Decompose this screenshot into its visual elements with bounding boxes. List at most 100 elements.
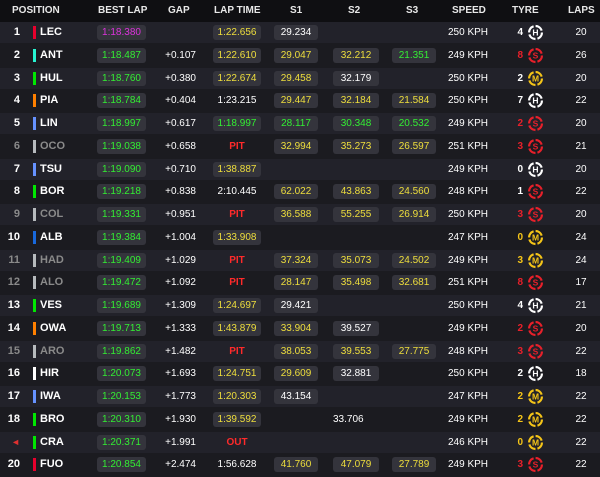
- team-color-bar: [33, 139, 36, 153]
- table-row[interactable]: 3 HUL 1:18.760 +0.380 1:22.674 29.458 32.179 25…: [0, 67, 600, 89]
- lap-time-cell: 1:22.610: [213, 47, 261, 63]
- table-row[interactable]: 6 OCO 1:19.038 +0.658 PIT 32.994 35.273 26.597 2…: [0, 135, 600, 157]
- medium-tyre-icon: M: [527, 411, 544, 427]
- lap-time-cell: PIT: [229, 345, 245, 357]
- driver-code: HAD: [40, 253, 64, 266]
- table-row[interactable]: 20 FUO 1:20.854 +2.474 1:56.628 41.760 47.079 2…: [0, 454, 600, 476]
- speed-cell: 250 KPH: [448, 27, 489, 38]
- sector-2-cell: 35.273: [333, 138, 379, 154]
- table-row[interactable]: 7 TSU 1:19.090 +0.710 1:38.887 249 KPH 0 H 20: [0, 158, 600, 180]
- soft-tyre-icon: S: [527, 275, 544, 291]
- position-cell: 5: [13, 117, 20, 129]
- team-color-bar: [33, 26, 36, 39]
- svg-text:M: M: [532, 73, 539, 83]
- table-row[interactable]: 5 LIN 1:18.997 +0.617 1:18.997 28.117 30.348 20…: [0, 113, 600, 134]
- soft-tyre-icon: S: [527, 320, 544, 336]
- hard-tyre-icon: H: [527, 297, 544, 314]
- table-row[interactable]: 15 ARO 1:19.862 +1.482 PIT 38.053 39.553 27.775…: [0, 340, 600, 362]
- team-color-bar: [33, 162, 36, 176]
- speed-cell: 249 KPH: [448, 322, 489, 334]
- header-speed: SPEED: [452, 5, 486, 16]
- table-row[interactable]: 16 HIR 1:20.073 +1.693 1:24.751 29.609 32.881 2…: [0, 363, 600, 385]
- laps-cell: 20: [575, 27, 587, 38]
- gap-cell: +0.710: [165, 163, 196, 175]
- table-row[interactable]: 1 LEC 1:18.380 1:22.656 29.234 250 KPH 4 H 20: [0, 22, 600, 43]
- team-color-bar: [33, 185, 36, 199]
- sector-3-cell: [392, 389, 436, 404]
- sector-3-cell: [392, 71, 436, 86]
- table-row[interactable]: 14 OWA 1:19.713 +1.333 1:43.879 33.904 39.527 2…: [0, 317, 600, 339]
- driver-code: CRA: [40, 435, 64, 448]
- tyre-age: 2: [517, 322, 523, 334]
- table-row[interactable]: 8 BOR 1:19.218 +0.838 2:10.445 62.022 43.863 24…: [0, 181, 600, 203]
- svg-text:S: S: [533, 278, 539, 288]
- driver-code: HUL: [40, 71, 63, 84]
- best-lap-cell: 1:18.997: [97, 116, 146, 131]
- best-lap-cell: 1:19.409: [97, 252, 146, 268]
- table-row[interactable]: 2 ANT 1:18.487 +0.107 1:22.610 29.047 32.212 21…: [0, 44, 600, 66]
- table-row[interactable]: 9 COL 1:19.331 +0.951 PIT 36.588 55.255 26.914 2…: [0, 204, 600, 225]
- table-row[interactable]: 17 IWA 1:20.153 +1.773 1:20.303 43.154 247 KPH…: [0, 386, 600, 407]
- lap-time-cell: 1:24.697: [213, 298, 261, 313]
- table-row[interactable]: 4 PIA 1:18.784 +0.404 1:23.215 29.447 32.184 21…: [0, 90, 600, 112]
- table-row[interactable]: 12 ALO 1:19.472 +1.092 PIT 28.147 35.498 32.681…: [0, 272, 600, 294]
- soft-tyre-icon: S: [527, 457, 544, 473]
- lap-time-cell: 1:20.303: [213, 389, 261, 404]
- table-row[interactable]: 10 ALB 1:19.384 +1.004 1:33.908 247 KPH 0 M 24: [0, 226, 600, 248]
- lap-time-cell: PIT: [229, 140, 245, 152]
- team-color-bar: [33, 230, 36, 244]
- best-lap-cell: 1:18.784: [97, 93, 146, 109]
- tyre-age: 2: [517, 391, 523, 402]
- sector-3-cell: 24.502: [392, 252, 436, 268]
- speed-cell: 250 KPH: [448, 368, 489, 380]
- position-cell: 7: [13, 162, 20, 175]
- sector-1-cell: 33.904: [274, 320, 318, 336]
- lap-time-cell: 1:18.997: [213, 116, 261, 131]
- sector-2-cell: [333, 298, 379, 313]
- sector-1-cell: 43.154: [274, 389, 318, 404]
- table-row[interactable]: 11 HAD 1:19.409 +1.029 PIT 37.324 35.073 24.502…: [0, 249, 600, 271]
- table-row[interactable]: ◄ CRA 1:20.371 +1.991 OUT 246 KPH 0 M 22: [0, 431, 600, 453]
- position-cell: 15: [7, 344, 20, 357]
- gap-cell: +1.333: [165, 322, 196, 334]
- speed-cell: 250 KPH: [448, 209, 489, 220]
- sector-2-cell: 35.498: [333, 275, 379, 291]
- best-lap-cell: 1:19.090: [97, 161, 146, 177]
- table-row[interactable]: 13 VES 1:19.689 +1.309 1:24.697 29.421 250 KPH…: [0, 295, 600, 316]
- sector-2-cell: [333, 435, 379, 450]
- driver-code: BRO: [40, 412, 65, 425]
- driver-code: HIR: [40, 367, 59, 380]
- sector-1-cell: [274, 435, 318, 450]
- position-cell: 18: [7, 412, 20, 425]
- driver-code: TSU: [40, 162, 62, 175]
- laps-cell: 18: [575, 368, 587, 380]
- position-cell: 3: [13, 71, 20, 84]
- table-row[interactable]: 18 BRO 1:20.310 +1.930 1:39.592 33.706 249 KPH…: [0, 408, 600, 430]
- position-cell: 9: [13, 208, 20, 220]
- laps-cell: 22: [575, 186, 587, 198]
- medium-tyre-icon: M: [527, 388, 544, 405]
- team-color-bar: [33, 299, 36, 312]
- team-color-bar: [33, 117, 36, 130]
- sector-2-cell: 32.881: [333, 366, 379, 382]
- speed-cell: 249 KPH: [448, 49, 489, 61]
- lap-time-cell: 1:33.908: [213, 229, 261, 245]
- gap-cell: +0.658: [165, 140, 196, 152]
- tyre-age: 3: [517, 345, 523, 357]
- sector-3-cell: 26.914: [392, 207, 436, 222]
- position-cell: 13: [7, 299, 20, 311]
- sector-3-cell: 21.351: [392, 47, 436, 63]
- sector-3-cell: 32.681: [392, 275, 436, 291]
- laps-cell: 24: [575, 231, 587, 243]
- svg-text:M: M: [532, 232, 539, 242]
- lap-time-cell: 1:38.887: [213, 161, 261, 177]
- sector-1-cell: 38.053: [274, 343, 318, 359]
- driver-code: BOR: [40, 185, 65, 198]
- lap-time-cell: 1:22.656: [213, 25, 261, 40]
- svg-text:M: M: [532, 255, 539, 265]
- sector-1-cell: 37.324: [274, 252, 318, 268]
- best-lap-cell: 1:20.073: [97, 366, 146, 382]
- header-lap-time: LAP TIME: [214, 5, 261, 16]
- svg-text:S: S: [533, 141, 539, 151]
- driver-code: ALO: [40, 276, 64, 289]
